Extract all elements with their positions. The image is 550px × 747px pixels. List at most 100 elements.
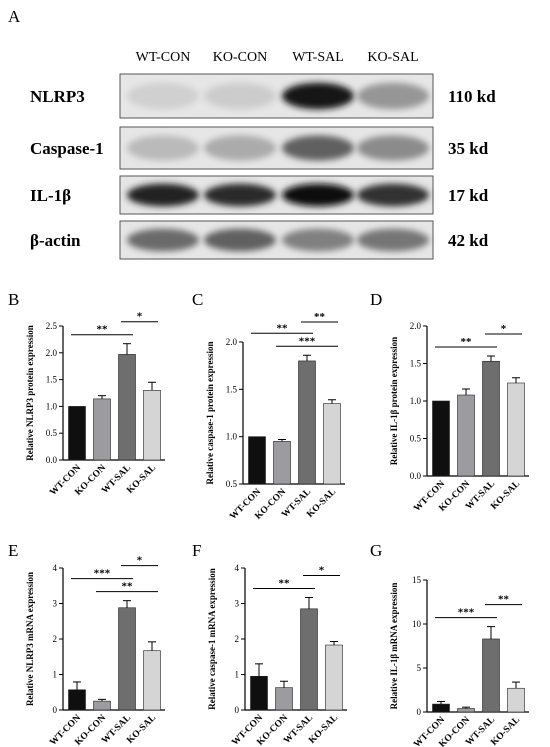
bar [250,675,268,711]
blot-band [282,183,354,207]
blot-band [357,135,429,161]
significance-label: ** [97,324,109,336]
protein-label: NLRP3 [30,87,85,106]
blot-band [127,183,199,207]
blot-band [357,82,429,110]
bar [248,436,266,485]
protein-label: β-actin [30,231,81,250]
panel-label: B [8,290,19,309]
y-tick-label: 2.0 [46,348,58,358]
lane-label: WT-SAL [292,50,344,65]
bar [482,360,500,477]
panel-label: G [370,541,382,560]
panel-label: E [8,541,18,560]
lane-label: WT-CON [136,50,191,65]
bar [432,703,450,713]
y-axis-label: Relative caspase-1 protein expression [205,342,215,485]
lane-label: KO-SAL [367,50,418,65]
bar [118,354,136,461]
bar [273,441,291,485]
y-tick-label: 2.0 [226,337,238,347]
band-size-label: 35 kd [448,139,489,158]
y-tick-label: 1.5 [226,384,238,394]
bar [143,390,161,461]
bar-chart-panels: B 0.0 0.5 1.0 1.5 2.0 2.5 Relative NLRP3 protei… [8,290,529,747]
significance-label: ** [122,581,134,593]
blot-band [282,135,354,161]
bar [300,608,318,711]
bar [68,406,86,461]
bar [507,687,525,713]
significance-label: * [137,555,143,567]
significance-label: *** [458,607,475,619]
bar [482,638,500,713]
panel-label: C [192,290,203,309]
blot-band [204,82,276,110]
blot-band [357,228,429,252]
bar [323,403,341,485]
chart-panel-d: D 0.0 0.5 1.0 1.5 2.0 Relative IL-1β protein e… [370,290,529,514]
bar [93,398,111,461]
y-tick-label: 1.5 [46,375,58,385]
y-tick-label: 0.5 [226,479,238,489]
western-blot-panel: A WT-CON KO-CON WT-SAL KO-SAL NLRP3 110 kd Casp… [8,7,496,260]
bar [93,700,111,711]
significance-label: ** [277,322,289,334]
blot-band [127,135,199,161]
y-axis-label: Relative IL-1β protein expression [389,337,399,465]
y-tick-label: 0 [235,705,240,715]
blot-band [204,228,276,252]
y-axis-label: Relative IL-1β mRNA expression [389,583,399,710]
y-tick-label: 1 [235,670,240,680]
y-tick-label: 2.0 [410,321,422,331]
chart-panel-c: C 0.5 1.0 1.5 2.0 Relative caspase-1 protein … [192,290,345,522]
protein-label: Caspase-1 [30,139,104,158]
y-axis-label: Relative caspase-1 mRNA expression [207,568,217,710]
bar [432,400,450,477]
blot-band [204,183,276,207]
y-tick-label: 1.0 [226,432,238,442]
bar [325,644,343,711]
y-axis-label: Relative NLRP3 mRNA expression [25,572,35,706]
blot-band [282,228,354,252]
bar [457,394,475,477]
panel-label: D [370,290,382,309]
protein-label: IL-1β [30,186,71,205]
significance-label: ** [279,577,291,589]
y-tick-label: 0.0 [410,471,422,481]
y-tick-label: 10 [412,619,422,629]
y-tick-label: 0.0 [46,455,58,465]
bar [68,689,86,711]
bar [298,360,316,485]
y-tick-label: 1.5 [410,359,422,369]
blot-band [357,183,429,207]
significance-label: *** [299,335,316,347]
y-tick-label: 0 [53,705,58,715]
band-size-label: 110 kd [448,87,496,106]
y-tick-label: 1.0 [46,401,58,411]
bar [143,650,161,711]
y-tick-label: 15 [412,575,422,585]
y-tick-label: 0.5 [410,434,422,444]
blot-band [282,82,354,110]
y-tick-label: 4 [235,563,240,573]
panel-label-a: A [8,7,21,26]
blot-band [204,135,276,161]
y-tick-label: 2.5 [46,321,58,331]
band-size-label: 17 kd [448,186,489,205]
y-tick-label: 4 [53,563,58,573]
chart-panel-b: B 0.0 0.5 1.0 1.5 2.0 2.5 Relative NLRP3 protei… [8,290,165,498]
bar [507,382,525,477]
y-axis-label: Relative NLRP3 protein expression [25,325,35,460]
bar [118,607,136,711]
y-tick-label: 0 [417,707,422,717]
y-tick-label: 1 [53,670,58,680]
significance-label: *** [94,568,111,580]
y-tick-label: 2 [53,634,58,644]
significance-label: ** [461,336,473,348]
y-tick-label: 3 [53,599,58,609]
chart-panel-f: F 0 1 2 3 4 Relative caspase-1 mRNA expression… [192,541,347,747]
